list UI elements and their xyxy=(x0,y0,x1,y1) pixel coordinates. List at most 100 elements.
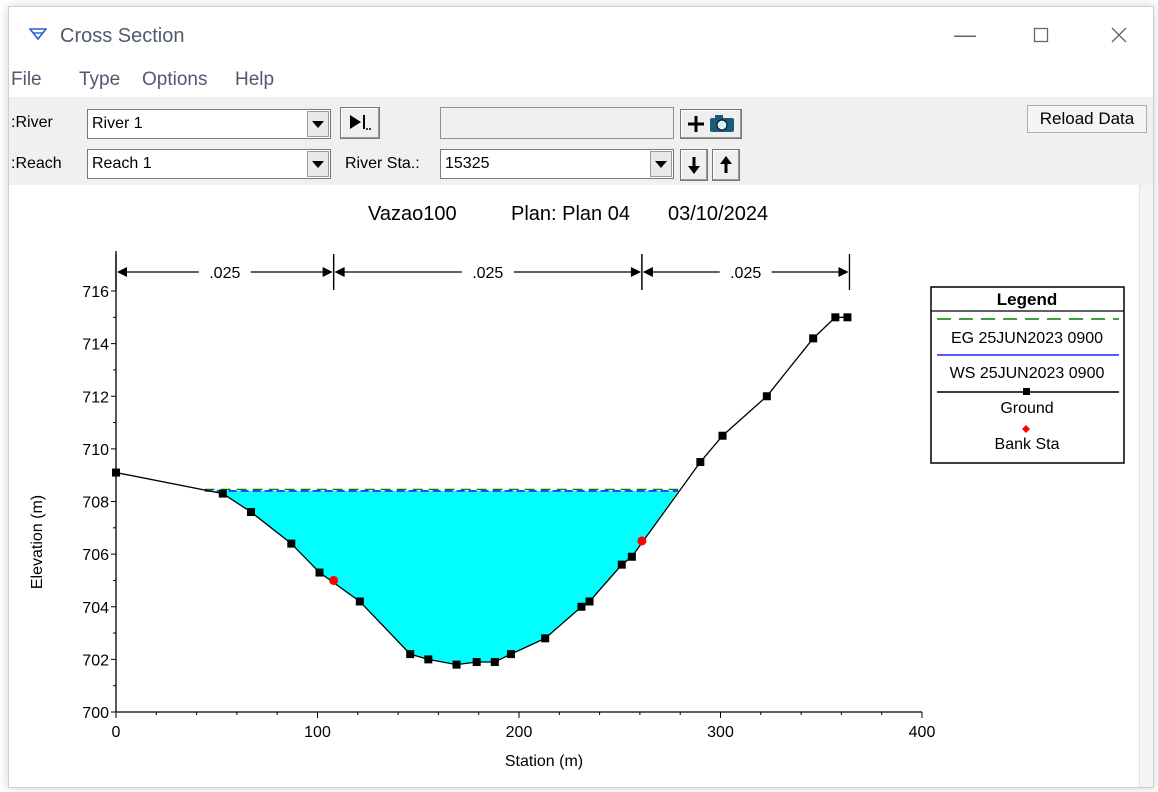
chart-title-plan: Plan: Plan 04 xyxy=(511,203,630,225)
manning-n-label: .025 xyxy=(472,265,503,282)
y-tick-label: 704 xyxy=(82,600,109,617)
vertical-scrollbar[interactable] xyxy=(1139,185,1153,787)
ground-point xyxy=(424,655,433,664)
ground-point xyxy=(472,658,481,667)
ground-point xyxy=(831,313,840,322)
river-label: River: xyxy=(11,114,53,131)
minimize-icon[interactable]: — xyxy=(954,22,976,47)
y-axis-label: Elevation (m) xyxy=(29,495,46,589)
y-tick-label: 716 xyxy=(82,284,109,301)
plus-camera-icon xyxy=(688,115,734,132)
y-tick-label: 708 xyxy=(82,495,109,512)
menu-help[interactable]: Help xyxy=(235,69,275,90)
menu-bar: File Type Options Help xyxy=(9,67,1153,95)
next-down-button[interactable] xyxy=(680,149,708,181)
manning-arrowhead xyxy=(630,267,641,277)
menu-file[interactable]: File xyxy=(11,69,42,90)
cross-section-chart: Vazao100 Plan: Plan 04 03/10/2024 700 702… xyxy=(29,203,1125,770)
ground-point xyxy=(843,313,852,322)
ground-point xyxy=(718,431,727,440)
water-surface-icon xyxy=(29,28,47,41)
river-sta-select[interactable]: 15325 xyxy=(440,149,674,179)
ground-point xyxy=(490,658,499,667)
arrow-down-icon xyxy=(688,157,700,174)
chevron-down-icon[interactable] xyxy=(650,151,672,177)
ground-point xyxy=(287,539,296,548)
legend: Legend EG 25JUN2023 0900 WS 25JUN2023 09… xyxy=(930,286,1125,464)
x-tick-label: 200 xyxy=(506,724,533,741)
bank-station-marker xyxy=(637,536,647,546)
manning-arrowhead xyxy=(322,267,333,277)
y-tick-label: 700 xyxy=(82,705,109,722)
y-tick-label: 710 xyxy=(82,442,109,459)
chevron-down-icon[interactable] xyxy=(307,111,329,137)
add-camera-button[interactable] xyxy=(680,109,742,139)
ground-point xyxy=(247,508,256,517)
river-sta-value: 15325 xyxy=(445,155,490,172)
ground-point xyxy=(696,458,705,467)
ground-point xyxy=(541,634,550,643)
reach-select[interactable]: Reach 1 xyxy=(87,149,331,179)
legend-bank-marker xyxy=(1022,425,1030,433)
manning-n-label: .025 xyxy=(209,265,240,282)
ground-point xyxy=(577,602,586,611)
menu-type[interactable]: Type xyxy=(79,69,121,90)
ground-point xyxy=(809,334,818,343)
x-axis-label: Station (m) xyxy=(505,753,583,770)
manning-arrowhead xyxy=(117,267,127,277)
arrow-up-icon xyxy=(720,156,732,173)
next-up-button[interactable] xyxy=(712,149,740,181)
ground-point xyxy=(506,650,515,659)
y-tick-label: 712 xyxy=(82,389,109,406)
y-tick-label: 706 xyxy=(82,547,109,564)
close-icon[interactable] xyxy=(1101,21,1137,49)
manning-arrowhead xyxy=(838,267,849,277)
manning-arrowhead xyxy=(642,267,653,277)
ground-point xyxy=(355,597,364,606)
cross-section-window: Cross Section — File Type Options Help R… xyxy=(8,6,1154,788)
water-fill xyxy=(204,490,679,665)
ground-point xyxy=(585,597,594,606)
river-value: River 1 xyxy=(92,115,143,132)
legend-ws-label: WS 25JUN2023 0900 xyxy=(950,365,1105,382)
ground-point xyxy=(762,392,771,401)
chevron-down-icon[interactable] xyxy=(307,151,329,177)
window-title: Cross Section xyxy=(60,25,185,47)
manning-n-label: .025 xyxy=(730,265,761,282)
river-sta-label: River Sta.: xyxy=(345,155,420,172)
reload-data-button[interactable]: Reload Data xyxy=(1027,105,1147,133)
manning-arrowhead xyxy=(334,267,345,277)
menu-options[interactable]: Options xyxy=(142,69,208,90)
legend-ground-label: Ground xyxy=(1000,400,1053,417)
legend-ground-marker xyxy=(1023,388,1030,395)
reach-label: Reach: xyxy=(11,155,62,172)
plan-description-field[interactable] xyxy=(440,107,674,139)
x-tick-label: 400 xyxy=(909,724,936,741)
ground-point xyxy=(406,650,415,659)
toolbar: River: River 1 Reload Data Reach: Reach … xyxy=(9,97,1153,185)
chart-title-run: Vazao100 xyxy=(368,203,457,225)
chart-title-date: 03/10/2024 xyxy=(668,203,768,225)
x-tick-label: 300 xyxy=(707,724,734,741)
cross-section-plot[interactable]: Vazao100 Plan: Plan 04 03/10/2024 700 702… xyxy=(9,185,1139,787)
legend-bank-label: Bank Sta xyxy=(995,436,1060,453)
plot-layer: 700 702 704 706 708 710 712 714 716 0 100 200 300 400… xyxy=(82,251,935,741)
reach-value: Reach 1 xyxy=(92,155,152,172)
river-select[interactable]: River 1 xyxy=(87,109,331,139)
play-button[interactable] xyxy=(340,107,380,139)
ground-point xyxy=(315,568,324,577)
x-tick-label: 100 xyxy=(304,724,331,741)
play-icon xyxy=(350,115,371,132)
x-tick-label: 0 xyxy=(112,724,121,741)
ground-point xyxy=(627,552,636,561)
ground-point xyxy=(452,660,461,669)
ground-point xyxy=(218,489,227,498)
title-bar: Cross Section — xyxy=(9,7,1153,55)
legend-title: Legend xyxy=(997,290,1057,309)
ground-point xyxy=(617,560,626,569)
y-tick-label: 714 xyxy=(82,337,109,354)
bank-station-marker xyxy=(329,575,339,585)
y-tick-label: 702 xyxy=(82,652,109,669)
maximize-icon[interactable] xyxy=(1023,21,1059,49)
legend-eg-label: EG 25JUN2023 0900 xyxy=(951,330,1103,347)
